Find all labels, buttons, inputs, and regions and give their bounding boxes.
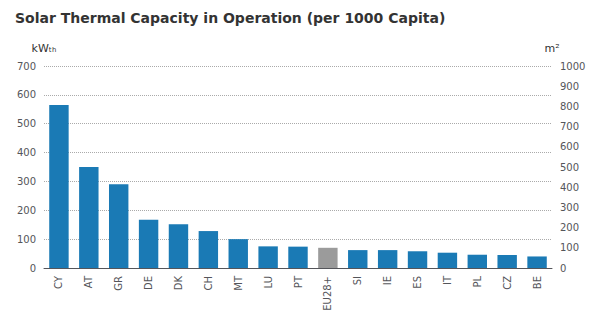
svg-text:EU28+: EU28+ xyxy=(322,276,333,311)
svg-text:SI: SI xyxy=(352,276,363,285)
svg-text:400: 400 xyxy=(560,182,579,193)
svg-text:DK: DK xyxy=(173,276,184,291)
svg-text:m²: m² xyxy=(544,42,559,55)
svg-text:700: 700 xyxy=(560,121,579,132)
svg-text:800: 800 xyxy=(560,101,579,112)
svg-text:CY: CY xyxy=(53,275,64,289)
svg-text:300: 300 xyxy=(560,202,579,213)
svg-text:300: 300 xyxy=(17,176,36,187)
svg-text:500: 500 xyxy=(17,118,36,129)
svg-text:MT: MT xyxy=(233,275,244,291)
svg-text:PT: PT xyxy=(293,275,304,288)
svg-text:900: 900 xyxy=(560,81,579,92)
svg-text:200: 200 xyxy=(560,222,579,233)
svg-text:100: 100 xyxy=(17,234,36,245)
svg-text:IT: IT xyxy=(442,275,453,285)
svg-text:100: 100 xyxy=(560,242,579,253)
svg-text:1000: 1000 xyxy=(560,61,585,72)
svg-text:IE: IE xyxy=(382,276,393,285)
svg-text:CZ: CZ xyxy=(502,276,513,290)
svg-text:200: 200 xyxy=(17,205,36,216)
svg-text:0: 0 xyxy=(560,263,566,274)
svg-text:CH: CH xyxy=(203,276,214,291)
svg-text:kWₜₕ: kWₜₕ xyxy=(32,42,57,55)
svg-text:500: 500 xyxy=(560,162,579,173)
svg-text:DE: DE xyxy=(143,276,154,290)
svg-text:LU: LU xyxy=(263,276,274,288)
svg-text:600: 600 xyxy=(17,89,36,100)
svg-text:ES: ES xyxy=(412,276,423,289)
svg-text:0: 0 xyxy=(30,263,36,274)
svg-text:Solar Thermal Capacity in Oper: Solar Thermal Capacity in Operation (per… xyxy=(15,10,445,26)
svg-text:400: 400 xyxy=(17,147,36,158)
svg-text:AT: AT xyxy=(83,275,94,288)
svg-text:GR: GR xyxy=(113,276,124,291)
svg-text:700: 700 xyxy=(17,61,36,72)
svg-text:PL: PL xyxy=(472,276,483,288)
svg-text:600: 600 xyxy=(560,141,579,152)
svg-text:BE: BE xyxy=(532,276,543,289)
